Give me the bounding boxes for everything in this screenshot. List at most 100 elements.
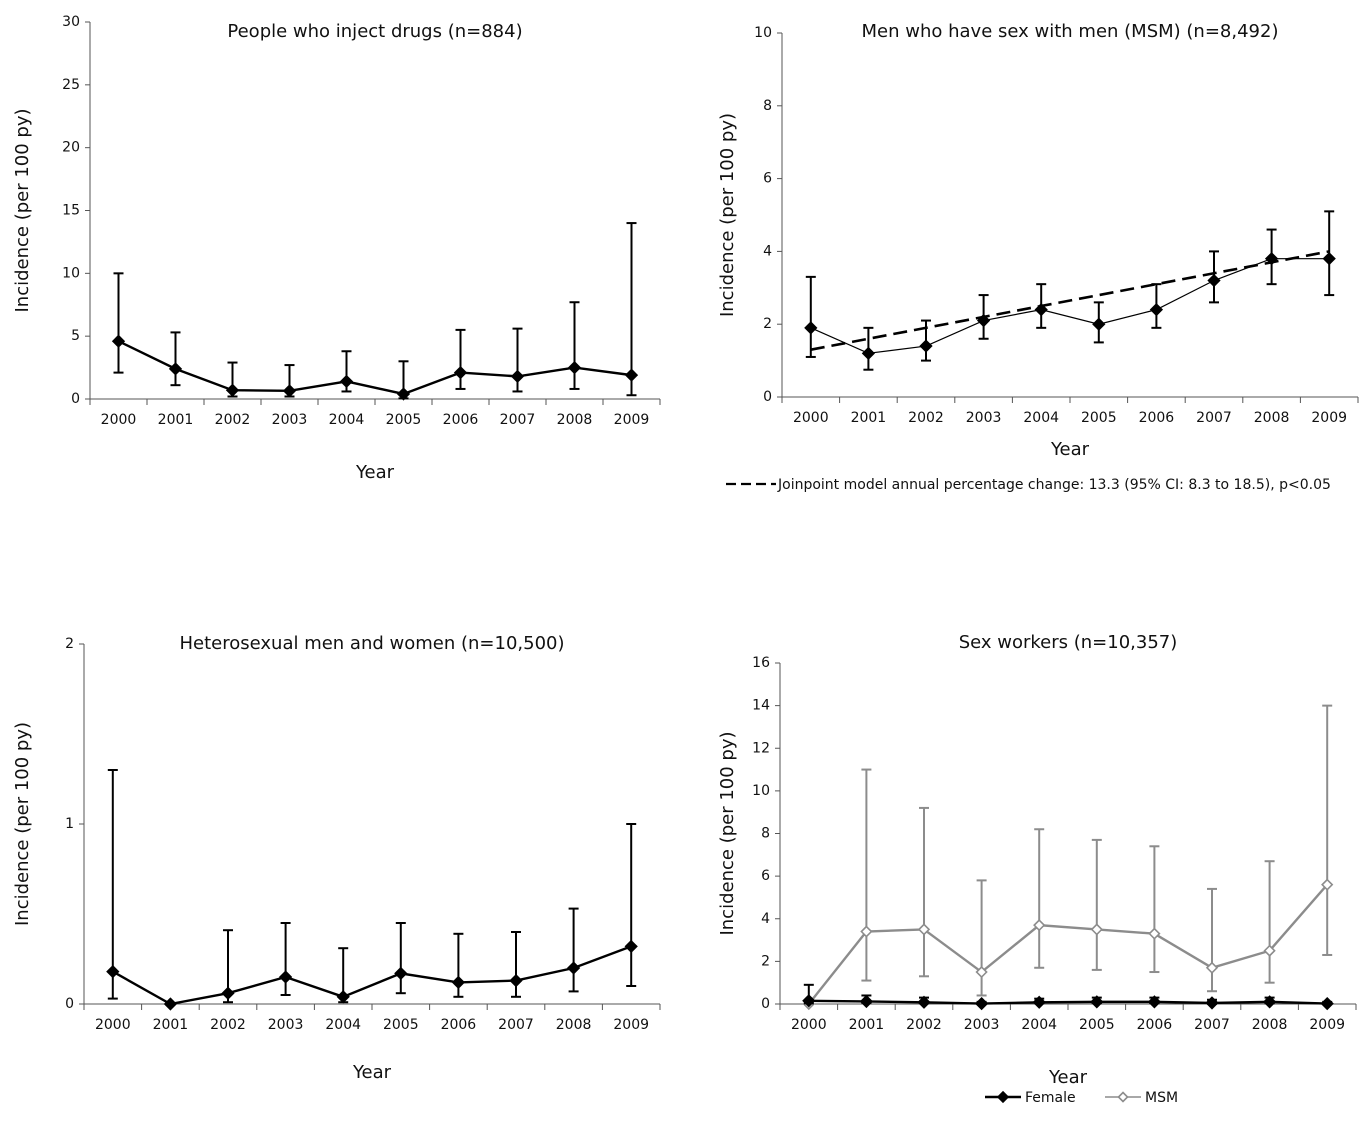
legend-label-msm: MSM [1145,1090,1178,1106]
x-tick-label: 2001 [153,1017,189,1033]
y-tick-label: 25 [62,77,80,93]
y-tick-label: 2 [763,316,772,332]
chart-panel-3: Heterosexual men and women (n=10,500) 0 1 2… [12,633,661,1083]
data-point [919,339,933,353]
series-1 [804,210,1336,371]
data-point [804,321,818,335]
chart-panel-2: Men who have sex with men (MSM) (n=8,492… [717,21,1359,493]
y-tick-label: 6 [761,868,770,884]
x-tick-label: 2003 [964,1017,1000,1033]
y-tick-label: 0 [761,996,770,1012]
x-tick-label: 2008 [1252,1017,1288,1033]
data-point [1090,995,1104,1009]
data-point [624,368,639,382]
y-tick-label: 10 [62,265,80,281]
y-axis-label: Incidence (per 100 py) [12,108,33,312]
x-tick-label: 2008 [557,412,593,428]
y-tick-label: 15 [62,203,80,219]
x-tick-label: 2003 [966,410,1002,426]
y-tick-label: 2 [65,636,74,652]
x-tick-label: 2005 [1079,1017,1115,1033]
y-tick-label: 8 [763,98,772,114]
y-tick-label: 4 [761,911,770,927]
x-tick-label: 2009 [1309,1017,1345,1033]
data-point [278,970,293,984]
x-tick-label: 2002 [908,410,944,426]
legend-label-female: Female [1025,1090,1076,1106]
series-msm [802,704,1334,1011]
data-point [1033,919,1046,932]
y-tick-label: 12 [752,740,770,756]
data-point [1090,923,1103,936]
x-tick-label: 2000 [101,412,137,428]
y-axis-label: Incidence (per 100 py) [717,113,738,317]
x-axis-label: Year [352,1062,392,1083]
x-axis-label: Year [355,462,395,483]
data-point [567,360,582,375]
x-tick-label: 2000 [95,1017,131,1033]
data-point [1149,303,1164,317]
series-female [802,983,1334,1011]
x-tick-label: 2004 [325,1017,361,1033]
y-tick-label: 0 [71,391,80,407]
data-point [1205,961,1219,974]
x-tick-label: 2006 [1137,1017,1173,1033]
y-tick-label: 4 [763,243,772,259]
data-point [861,346,876,360]
y-tick-label: 1 [65,816,74,832]
x-tick-label: 2001 [851,410,887,426]
data-point [451,975,466,990]
legend-swatch-marker [1117,1091,1129,1103]
x-tick-label: 2007 [1196,410,1232,426]
x-tick-label: 2006 [443,412,479,428]
chart-title: Sex workers (n=10,357) [959,632,1178,653]
x-tick-label: 2003 [268,1017,304,1033]
data-point [859,994,874,1009]
y-tick-label: 8 [761,826,770,842]
data-point [1147,995,1162,1009]
y-tick-label: 2 [761,953,770,969]
x-tick-label: 2006 [441,1017,477,1033]
x-axis-label: Year [1050,439,1090,460]
data-point [624,939,638,954]
y-tick-label: 10 [752,783,770,799]
data-point [917,923,931,936]
x-tick-label: 2007 [1194,1017,1230,1033]
y-tick-label: 30 [62,14,80,30]
data-point [509,973,523,988]
y-tick-label: 16 [752,655,770,671]
x-tick-label: 2005 [383,1017,419,1033]
series-line [807,883,1329,1005]
y-axis-label: Incidence (per 100 py) [717,731,738,935]
series-line [810,258,1330,354]
data-point [1263,944,1276,957]
series-line [808,999,1328,1005]
x-tick-label: 2001 [158,412,194,428]
data-point [1262,995,1277,1009]
x-tick-label: 2009 [1311,410,1347,426]
data-point [566,961,581,975]
y-tick-label: 10 [754,25,772,41]
data-point [917,995,931,1009]
chart-panel-1: People who inject drugs (n=884) 0 5 10 15 20 2… [12,14,661,483]
data-point [1148,927,1161,940]
x-tick-label: 2000 [793,410,829,426]
x-tick-label: 2002 [210,1017,246,1033]
x-tick-label: 2005 [386,412,422,428]
x-tick-label: 2008 [1254,410,1290,426]
data-point [510,369,525,384]
data-point [453,365,468,380]
data-point [1032,995,1046,1009]
x-tick-label: 2004 [1023,410,1059,426]
series-line [112,945,632,1006]
x-tick-label: 2007 [498,1017,534,1033]
x-tick-label: 2004 [1021,1017,1057,1033]
chart-title: Heterosexual men and women (n=10,500) [179,633,564,654]
data-point [339,374,354,389]
data-point [106,964,120,979]
x-tick-label: 2008 [556,1017,592,1033]
data-point [111,334,126,348]
y-tick-label: 5 [71,328,80,344]
data-point [221,986,235,1000]
x-tick-label: 2001 [849,1017,885,1033]
